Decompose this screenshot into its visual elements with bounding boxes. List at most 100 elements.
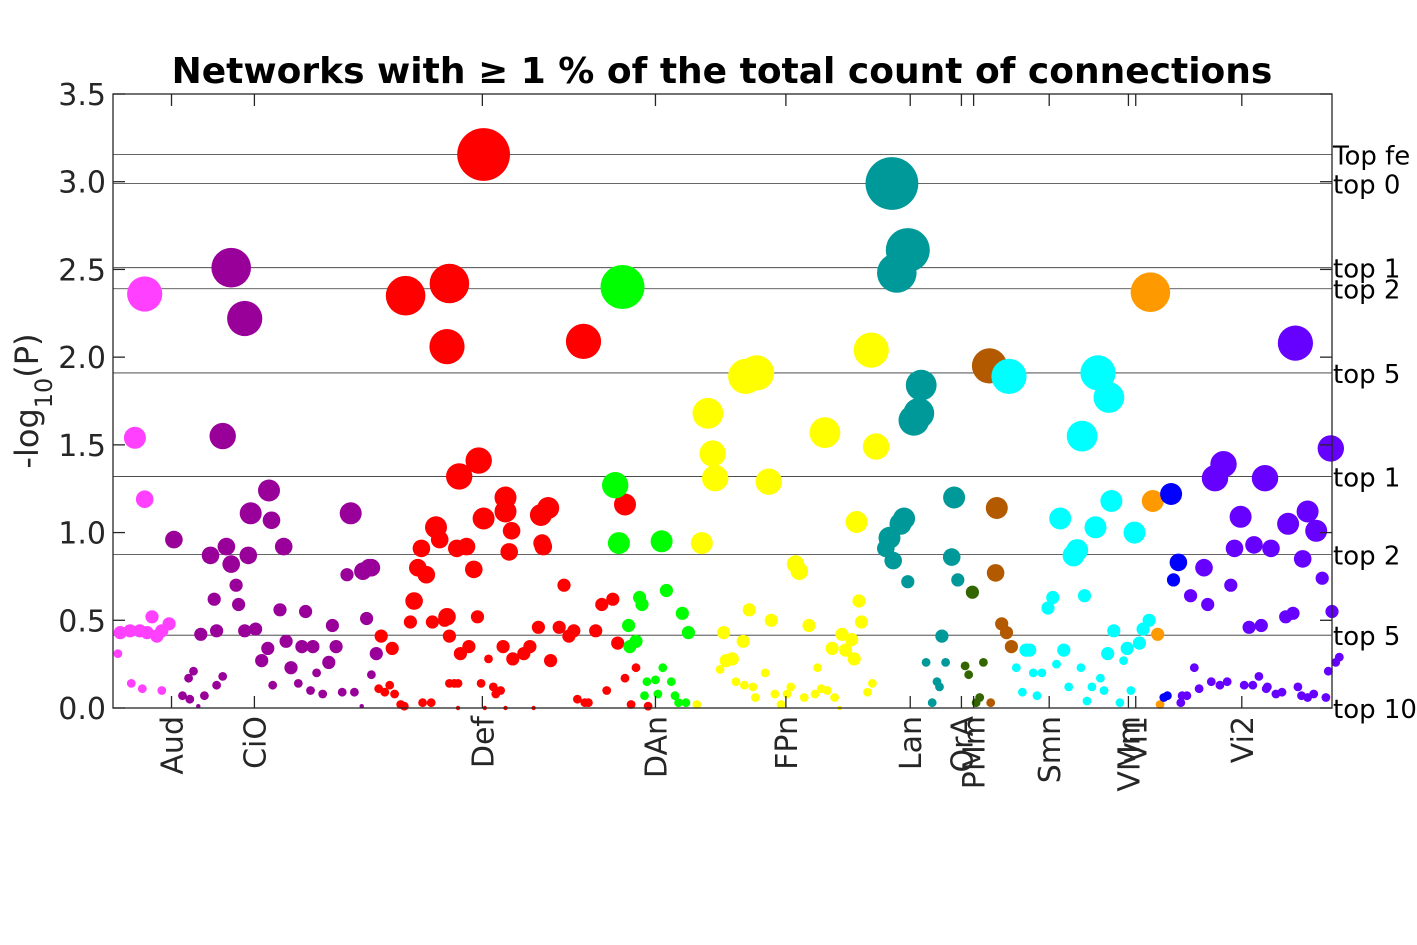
data-point (692, 397, 724, 429)
data-point (626, 700, 636, 709)
x-tick-label: OrA (945, 716, 980, 773)
data-point (412, 539, 431, 558)
data-point (155, 624, 169, 638)
data-point (975, 693, 985, 702)
data-point (359, 704, 364, 709)
data-point (1248, 680, 1258, 690)
data-point (1317, 435, 1345, 462)
data-point (1176, 698, 1186, 708)
data-point (446, 463, 473, 490)
plot-frame (112, 93, 1333, 709)
threshold-label: top 2 (1333, 542, 1400, 572)
x-tick-label: Smn (1033, 716, 1068, 783)
data-point (194, 627, 208, 641)
data-point (674, 698, 683, 708)
data-point (1296, 500, 1319, 523)
data-point (699, 440, 726, 467)
data-point (736, 634, 750, 648)
y-tick-label: 2.0 (58, 341, 106, 376)
data-point (268, 680, 278, 690)
data-point (262, 511, 281, 530)
data-point (1130, 272, 1171, 313)
data-point (255, 654, 269, 668)
data-point (249, 622, 263, 636)
y-tick-label: 1.5 (58, 429, 106, 464)
y-axis: 0.0 0.5 1.0 1.5 2.0 2.5 3.0 3.5 (58, 78, 125, 727)
data-point (1037, 668, 1047, 678)
y-tick-label: 3.0 (58, 166, 106, 201)
data-point (1080, 355, 1116, 391)
data-point (1004, 640, 1019, 654)
data-point (790, 562, 809, 580)
data-point (999, 626, 1014, 640)
data-point (476, 679, 486, 688)
data-point (835, 627, 849, 641)
data-point (312, 668, 321, 678)
data-point (284, 661, 298, 675)
data-point (552, 620, 566, 634)
data-point (293, 679, 303, 688)
data-point (845, 511, 868, 533)
data-point (1076, 663, 1086, 673)
data-point (279, 634, 293, 648)
data-point (429, 329, 465, 365)
data-point (1254, 672, 1264, 681)
data-point (1277, 687, 1287, 697)
data-point (1242, 620, 1256, 634)
data-point (1169, 553, 1188, 572)
data-point (1119, 656, 1128, 665)
data-point (239, 502, 262, 525)
data-point (488, 682, 498, 692)
x-tick-label: PMm (958, 716, 993, 789)
data-point (140, 626, 154, 640)
data-point (1049, 507, 1072, 530)
data-point (201, 546, 220, 565)
data-point (399, 701, 409, 711)
data-point (702, 465, 729, 492)
data-point (299, 604, 313, 619)
data-point (822, 686, 832, 695)
data-point (776, 700, 786, 709)
data-point (751, 693, 760, 702)
data-point (337, 687, 347, 697)
data-point (877, 253, 917, 293)
data-point (127, 276, 163, 312)
data-point (631, 663, 641, 673)
x-tick-label: Aud (156, 716, 191, 775)
data-point (960, 661, 970, 671)
data-point (123, 426, 146, 449)
data-point (651, 675, 660, 685)
data-point (534, 537, 553, 556)
data-point (1093, 382, 1125, 413)
data-point (222, 555, 240, 573)
x-tick-label: DAn (640, 716, 675, 778)
data-point (217, 537, 236, 556)
data-point (606, 592, 620, 606)
data-point (1126, 686, 1136, 695)
data-point (1189, 663, 1199, 673)
data-point (429, 263, 470, 304)
x-tick-label: Def (466, 715, 501, 769)
data-point (306, 686, 315, 695)
data-point (274, 537, 293, 556)
data-point (218, 672, 228, 681)
data-point (1163, 691, 1172, 701)
data-point (1277, 512, 1300, 535)
data-point (589, 624, 603, 638)
data-point (1334, 652, 1344, 662)
data-point (390, 689, 399, 699)
data-point (211, 247, 251, 288)
data-point (1057, 643, 1071, 657)
data-point (1077, 589, 1092, 603)
data-point (852, 594, 866, 608)
data-point (126, 679, 136, 688)
data-point (614, 493, 636, 516)
data-point (339, 502, 362, 525)
data-point (942, 548, 961, 566)
data-point (905, 369, 937, 401)
data-point (239, 546, 258, 565)
data-point (403, 615, 417, 629)
x-tick-label: Vi2 (1226, 716, 1261, 763)
